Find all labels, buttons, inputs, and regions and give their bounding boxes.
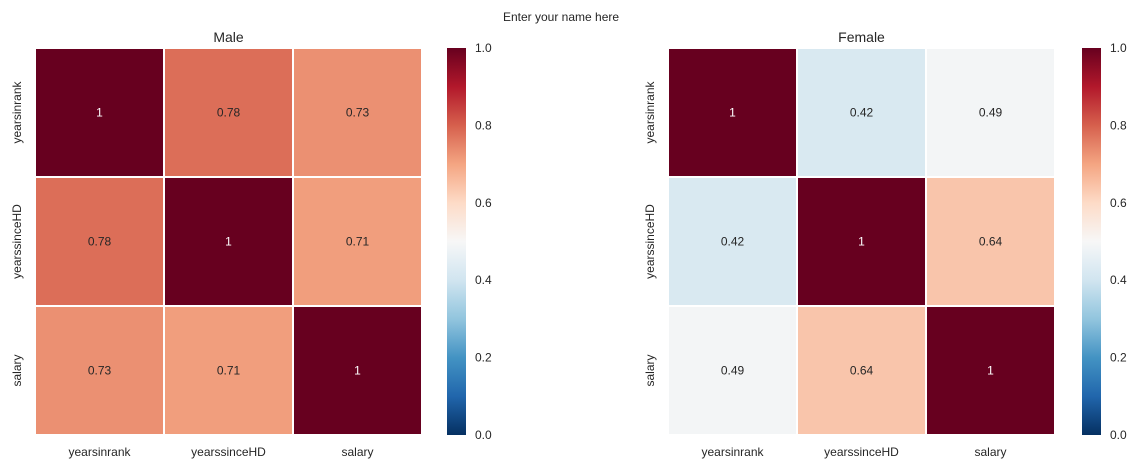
heatmap-cell bbox=[925, 305, 1056, 436]
heatmap-cell bbox=[667, 47, 798, 178]
x-tick-label: yearssinceHD bbox=[191, 445, 266, 459]
colorbar-tick-label: 0.0 bbox=[1110, 428, 1127, 442]
y-tick-label: yearsinrank bbox=[643, 80, 657, 143]
heatmap-cell bbox=[163, 47, 294, 178]
y-tick-label: yearssinceHD bbox=[643, 204, 657, 279]
cell-value-label: 0.64 bbox=[979, 235, 1003, 249]
y-tick-label: yearssinceHD bbox=[10, 204, 24, 279]
colorbar-tick-label: 1.0 bbox=[475, 41, 492, 55]
x-tick-label: yearsinrank bbox=[701, 445, 764, 459]
cell-value-label: 0.73 bbox=[346, 106, 370, 120]
colorbar bbox=[1082, 48, 1101, 435]
heatmap-cell bbox=[34, 176, 165, 307]
y-tick-label: salary bbox=[10, 354, 24, 386]
cell-value-label: 1 bbox=[987, 364, 994, 378]
y-tick-label: yearsinrank bbox=[10, 80, 24, 143]
heatmap-cell bbox=[292, 305, 423, 436]
x-tick-label: yearssinceHD bbox=[824, 445, 899, 459]
cell-value-label: 0.71 bbox=[346, 235, 370, 249]
cell-value-label: 1 bbox=[729, 106, 736, 120]
colorbar-tick-label: 0.4 bbox=[1110, 273, 1127, 287]
x-tick-label: salary bbox=[341, 445, 373, 459]
heatmap-cell bbox=[796, 305, 927, 436]
colorbar-tick-label: 0.4 bbox=[475, 273, 492, 287]
heatmap-cell bbox=[34, 305, 165, 436]
cell-value-label: 0.64 bbox=[850, 364, 874, 378]
cell-value-label: 0.71 bbox=[217, 364, 241, 378]
y-tick-label: salary bbox=[643, 354, 657, 386]
heatmap-cell bbox=[925, 47, 1056, 178]
cell-value-label: 1 bbox=[354, 364, 361, 378]
cell-value-label: 1 bbox=[225, 235, 232, 249]
heatmap-cell bbox=[292, 47, 423, 178]
colorbar-tick-label: 0.2 bbox=[1110, 351, 1127, 365]
cell-value-label: 1 bbox=[96, 106, 103, 120]
panel-title: Male bbox=[213, 29, 244, 45]
colorbar-tick-label: 0.2 bbox=[475, 351, 492, 365]
heatmap-panel-male: Male 1 0.78 0.73 0.78 1 0.71 0.73 0.71 1 yearsinra… bbox=[10, 29, 492, 459]
cell-value-label: 0.42 bbox=[721, 235, 745, 249]
heatmap-panel-female: Female 1 0.42 0.49 0.42 1 0.64 0.49 0.64 1 yearsin… bbox=[643, 29, 1127, 459]
colorbar-tick-label: 0.6 bbox=[475, 196, 492, 210]
colorbar-tick-label: 1.0 bbox=[1110, 41, 1127, 55]
cell-value-label: 0.78 bbox=[88, 235, 112, 249]
cell-value-label: 0.73 bbox=[88, 364, 112, 378]
panel-title: Female bbox=[838, 29, 885, 45]
colorbar-tick-label: 0.6 bbox=[1110, 196, 1127, 210]
cell-value-label: 0.78 bbox=[217, 106, 241, 120]
colorbar-tick-label: 0.8 bbox=[475, 118, 492, 132]
x-tick-label: salary bbox=[974, 445, 1006, 459]
cell-value-label: 0.49 bbox=[979, 106, 1003, 120]
x-tick-label: yearsinrank bbox=[68, 445, 131, 459]
colorbar-tick-label: 0.8 bbox=[1110, 118, 1127, 132]
heatmap-cell bbox=[163, 305, 294, 436]
heatmap-cell bbox=[925, 176, 1056, 307]
heatmap-panels: Male 1 0.78 0.73 0.78 1 0.71 0.73 0.71 1 yearsinra… bbox=[10, 29, 1127, 459]
cell-value-label: 0.42 bbox=[850, 106, 874, 120]
cell-value-label: 1 bbox=[858, 235, 865, 249]
figure-suptitle: Enter your name here bbox=[503, 10, 619, 24]
colorbar-tick-label: 0.0 bbox=[475, 428, 492, 442]
cell-value-label: 0.49 bbox=[721, 364, 745, 378]
colorbar bbox=[447, 48, 466, 435]
heatmap-cell bbox=[796, 176, 927, 307]
heatmap-cell bbox=[292, 176, 423, 307]
heatmap-cell bbox=[34, 47, 165, 178]
heatmap-cell bbox=[667, 305, 798, 436]
